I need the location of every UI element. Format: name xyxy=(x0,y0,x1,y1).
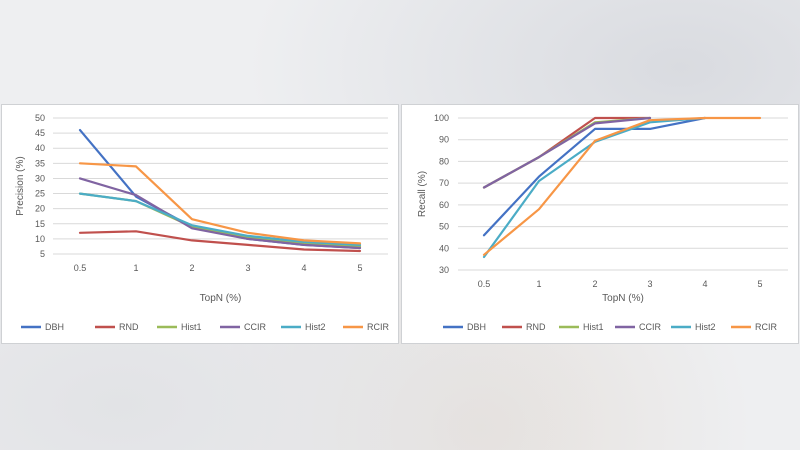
precision-x-tick-label: 5 xyxy=(357,263,362,273)
recall-y-tick-label: 100 xyxy=(434,113,449,123)
precision-y-tick-label: 10 xyxy=(35,234,45,244)
precision-legend-label-rcir: RCIR xyxy=(367,322,389,332)
recall-y-tick-label: 90 xyxy=(439,135,449,145)
precision-y-tick-label: 20 xyxy=(35,204,45,214)
precision-series-ccir-line xyxy=(78,177,362,250)
precision-y-tick-label: 40 xyxy=(35,143,45,153)
precision-y-tick-label: 25 xyxy=(35,189,45,199)
recall-y-tick-label: 30 xyxy=(439,265,449,275)
precision-y-tick-label: 45 xyxy=(35,128,45,138)
recall-legend-label-rnd: RND xyxy=(526,322,546,332)
recall-y-tick-label: 80 xyxy=(439,156,449,166)
recall-x-axis-title: TopN (%) xyxy=(602,293,644,304)
recall-x-tick-label: 5 xyxy=(757,279,762,289)
precision-x-tick-label: 4 xyxy=(301,263,306,273)
recall-y-axis-title: Recall (%) xyxy=(417,171,428,217)
recall-legend-label-hist1: Hist1 xyxy=(583,322,604,332)
recall-legend-label-dbh: DBH xyxy=(467,322,486,332)
recall-series-dbh-line xyxy=(482,116,707,237)
precision-series-hist2-line xyxy=(78,192,362,246)
precision-y-tick-label: 15 xyxy=(35,219,45,229)
precision-legend-label-hist2: Hist2 xyxy=(305,322,326,332)
recall-x-tick-label: 4 xyxy=(702,279,707,289)
recall-x-tick-label: 3 xyxy=(647,279,652,289)
precision-y-tick-label: 35 xyxy=(35,158,45,168)
precision-chart-panel: 5 10 15 20 25 30 35 40 45 50 0.5 1 2 3 4 5 TopN (%) Preci… xyxy=(1,104,399,344)
precision-legend-label-rnd: RND xyxy=(119,322,139,332)
precision-legend-label-ccir: CCIR xyxy=(244,322,266,332)
precision-x-tick-label: 2 xyxy=(189,263,194,273)
recall-x-tick-label: 2 xyxy=(592,279,597,289)
recall-x-tick-label: 1 xyxy=(536,279,541,289)
precision-x-tick-label: 0.5 xyxy=(74,263,87,273)
precision-y-tick-label: 30 xyxy=(35,173,45,183)
precision-y-tick-label: 5 xyxy=(40,249,45,259)
precision-series-rcir-line xyxy=(78,162,362,245)
precision-x-axis-title: TopN (%) xyxy=(200,293,242,304)
recall-x-tick-label: 0.5 xyxy=(478,279,491,289)
precision-x-tick-label: 1 xyxy=(133,263,138,273)
recall-series-ccir-line xyxy=(482,116,652,189)
precision-legend-label-dbh: DBH xyxy=(45,322,64,332)
recall-chart: 30 40 50 60 70 80 90 100 0.5 1 2 3 4 5 TopN (%) Recall … xyxy=(417,113,788,332)
recall-legend-label-rcir: RCIR xyxy=(755,322,777,332)
recall-legend-label-ccir: CCIR xyxy=(639,322,661,332)
precision-series-rnd-line xyxy=(78,230,362,253)
recall-chart-panel: 30 40 50 60 70 80 90 100 0.5 1 2 3 4 5 TopN (%) Recall … xyxy=(401,104,799,344)
precision-x-tick-label: 3 xyxy=(245,263,250,273)
recall-y-tick-label: 70 xyxy=(439,178,449,188)
recall-series-hist2-line xyxy=(482,116,707,259)
recall-y-tick-label: 40 xyxy=(439,243,449,253)
precision-y-axis-title: Precision (%) xyxy=(15,156,26,215)
recall-y-tick-label: 50 xyxy=(439,222,449,232)
recall-series-rcir-line xyxy=(482,116,762,256)
recall-legend-label-hist2: Hist2 xyxy=(695,322,716,332)
recall-y-tick-label: 60 xyxy=(439,200,449,210)
precision-y-tick-label: 50 xyxy=(35,113,45,123)
precision-legend-label-hist1: Hist1 xyxy=(181,322,202,332)
